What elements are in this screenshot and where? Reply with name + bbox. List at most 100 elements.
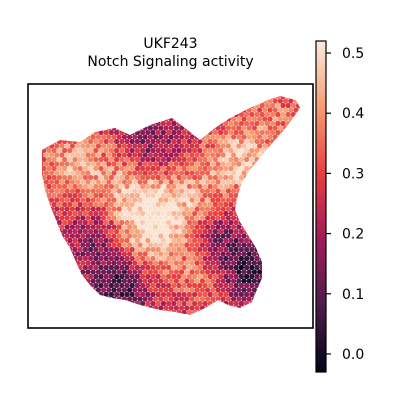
spot bbox=[223, 129, 229, 136]
spot bbox=[280, 201, 286, 208]
spot bbox=[192, 246, 198, 253]
spot bbox=[77, 96, 83, 100]
spot bbox=[142, 233, 148, 239]
spot bbox=[272, 269, 278, 275]
spot bbox=[59, 143, 65, 149]
spot bbox=[259, 264, 265, 271]
spot bbox=[285, 201, 291, 208]
spot bbox=[194, 269, 200, 275]
spot bbox=[246, 161, 252, 167]
spot bbox=[181, 138, 187, 145]
spot bbox=[142, 251, 148, 257]
spot bbox=[95, 107, 101, 113]
spot bbox=[199, 152, 205, 158]
spot bbox=[108, 192, 114, 199]
spot bbox=[70, 89, 75, 94]
spot bbox=[95, 179, 101, 185]
spot bbox=[95, 296, 101, 302]
spot bbox=[54, 206, 60, 212]
chart-subtitle: Notch Signaling activity bbox=[87, 54, 254, 70]
spot bbox=[189, 224, 195, 230]
spot bbox=[298, 233, 300, 239]
spot bbox=[257, 251, 263, 257]
spot bbox=[285, 237, 291, 244]
spot bbox=[220, 152, 226, 158]
spot bbox=[270, 138, 276, 145]
spot bbox=[158, 170, 164, 176]
spot bbox=[223, 111, 229, 118]
spot bbox=[205, 224, 211, 230]
spot bbox=[158, 197, 164, 203]
spot bbox=[179, 260, 185, 266]
spot bbox=[163, 278, 169, 284]
spot bbox=[218, 192, 224, 199]
spot bbox=[127, 152, 133, 158]
spot bbox=[108, 156, 114, 163]
spot bbox=[42, 278, 44, 284]
spot bbox=[267, 296, 273, 302]
spot bbox=[98, 138, 104, 145]
spot bbox=[124, 237, 130, 244]
spot bbox=[90, 314, 96, 315]
spot bbox=[218, 300, 224, 307]
spot bbox=[254, 282, 260, 289]
spot bbox=[275, 309, 281, 315]
spot bbox=[168, 314, 174, 315]
spot bbox=[262, 197, 268, 203]
spot bbox=[249, 129, 255, 136]
spot bbox=[270, 147, 276, 154]
spot bbox=[166, 291, 172, 298]
spot bbox=[171, 96, 177, 100]
spot bbox=[160, 129, 166, 136]
spot bbox=[238, 264, 244, 271]
spot bbox=[285, 300, 291, 307]
spot bbox=[171, 282, 177, 289]
spot bbox=[171, 183, 177, 190]
spot bbox=[85, 206, 91, 212]
spot bbox=[301, 94, 306, 99]
spot bbox=[134, 300, 140, 307]
spot bbox=[137, 179, 143, 185]
spot bbox=[67, 228, 73, 235]
spot bbox=[207, 264, 213, 271]
spot bbox=[145, 228, 151, 235]
spot bbox=[176, 264, 182, 271]
spot bbox=[192, 165, 198, 172]
spot bbox=[259, 183, 265, 190]
spot bbox=[192, 219, 198, 226]
spot bbox=[277, 251, 283, 257]
spot bbox=[257, 296, 263, 302]
spot bbox=[272, 206, 278, 212]
spot bbox=[181, 210, 187, 217]
spot bbox=[82, 201, 88, 208]
spot bbox=[77, 255, 83, 262]
spot bbox=[75, 314, 81, 315]
spot bbox=[145, 273, 151, 280]
spot bbox=[169, 89, 174, 94]
spot bbox=[288, 179, 294, 185]
spot bbox=[75, 170, 81, 176]
spot bbox=[62, 201, 68, 208]
spot bbox=[150, 210, 156, 217]
spot bbox=[212, 264, 218, 271]
spot bbox=[223, 201, 229, 208]
spot bbox=[202, 192, 208, 199]
spot bbox=[43, 179, 50, 185]
spot bbox=[207, 219, 213, 226]
spot bbox=[49, 134, 55, 140]
spot bbox=[62, 102, 68, 109]
spot bbox=[231, 305, 237, 311]
spot bbox=[46, 319, 51, 324]
spot bbox=[233, 120, 239, 127]
spot bbox=[85, 215, 91, 221]
spot bbox=[275, 120, 281, 127]
spot bbox=[205, 269, 211, 275]
spot bbox=[233, 111, 239, 118]
spot bbox=[251, 287, 257, 293]
spot bbox=[67, 138, 73, 145]
spot bbox=[184, 188, 190, 194]
spot bbox=[199, 287, 205, 293]
spot bbox=[163, 206, 169, 212]
spot bbox=[46, 300, 52, 307]
spot bbox=[67, 210, 73, 217]
